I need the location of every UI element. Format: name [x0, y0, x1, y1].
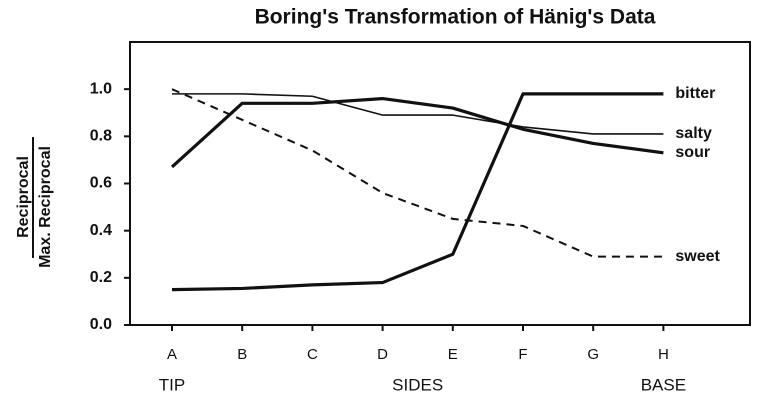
y-tick-label: 1.0 — [90, 80, 112, 97]
x-group-label: BASE — [641, 375, 686, 394]
x-tick-label: B — [237, 346, 247, 363]
plot-frame — [129, 41, 751, 326]
series-line — [171, 88, 664, 258]
x-tick-label: H — [658, 346, 669, 363]
x-tick-label: E — [448, 346, 458, 363]
y-tick-label: 0.6 — [90, 175, 112, 192]
x-tick-label: A — [167, 346, 177, 363]
x-group-label: TIP — [159, 375, 185, 394]
x-tick-label: F — [518, 346, 527, 363]
series-line — [170, 96, 664, 169]
series-line — [172, 93, 664, 135]
series-line — [171, 92, 664, 292]
y-tick-label: 0.2 — [90, 269, 112, 286]
y-tick-label: 0.8 — [90, 128, 112, 145]
chart-title: Boring's Transformation of Hänig's Data — [255, 6, 656, 29]
y-tick-label: 0.4 — [90, 222, 112, 239]
series-label: sweet — [675, 248, 720, 265]
x-group-label: SIDES — [392, 375, 443, 394]
x-tick-label: C — [307, 346, 318, 363]
x-tick-label: D — [377, 346, 388, 363]
series-label: sour — [675, 144, 710, 161]
series-label: salty — [675, 125, 712, 142]
x-tick-label: G — [587, 346, 599, 363]
y-label-numerator: Reciprocal — [15, 156, 32, 238]
series-label: bitter — [675, 85, 715, 102]
y-label-denominator: Max. Reciprocal — [37, 146, 54, 268]
y-tick-label: 0.0 — [90, 316, 112, 333]
